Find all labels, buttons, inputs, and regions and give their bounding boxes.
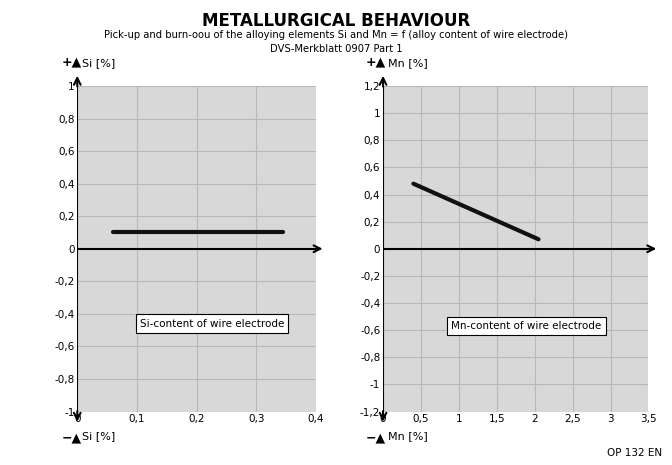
Text: +▲: +▲ xyxy=(62,55,82,68)
Text: Mn [%]: Mn [%] xyxy=(388,58,428,68)
Text: METALLURGICAL BEHAVIOUR: METALLURGICAL BEHAVIOUR xyxy=(202,12,470,30)
Text: Si [%]: Si [%] xyxy=(82,58,116,68)
Text: Pick-up and burn-oou of the alloying elements Si and Mn = f (alloy content of wi: Pick-up and burn-oou of the alloying ele… xyxy=(104,30,568,40)
Text: Si-content of wire electrode: Si-content of wire electrode xyxy=(140,319,284,329)
Text: Si [%]: Si [%] xyxy=(82,431,116,441)
Text: Mn [%]: Mn [%] xyxy=(388,431,428,441)
Text: Mn-content of wire electrode: Mn-content of wire electrode xyxy=(452,321,601,331)
Text: +▲: +▲ xyxy=(366,55,386,68)
Text: −▲: −▲ xyxy=(62,431,82,444)
Text: −▲: −▲ xyxy=(366,431,386,444)
Text: DVS-Merkblatt 0907 Part 1: DVS-Merkblatt 0907 Part 1 xyxy=(269,44,403,54)
Text: OP 132 EN: OP 132 EN xyxy=(607,448,662,458)
